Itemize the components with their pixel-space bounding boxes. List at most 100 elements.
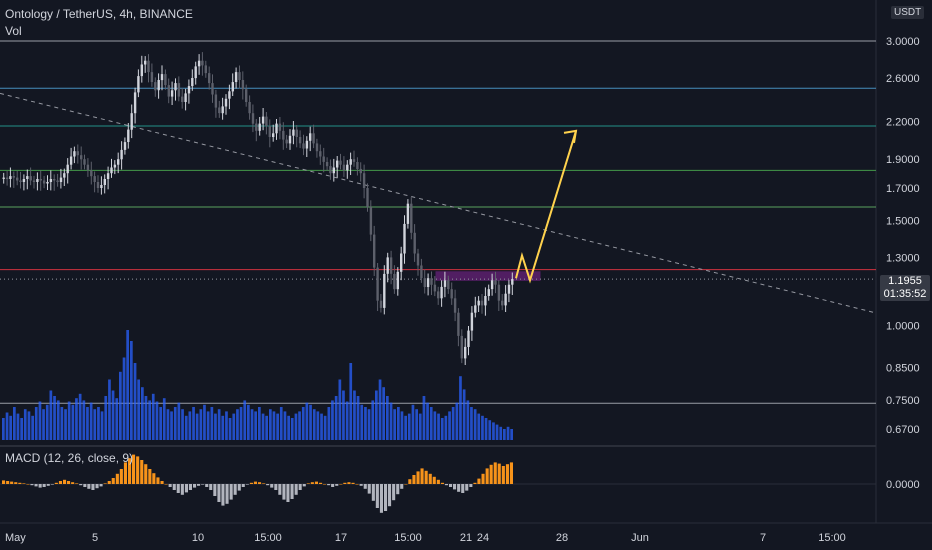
macd-histogram-bar [201, 484, 205, 485]
macd-histogram-bar [310, 482, 314, 484]
candle-body [494, 280, 497, 285]
candle-body [5, 177, 9, 180]
macd-histogram-bar [50, 484, 54, 485]
macd-histogram-bar [83, 484, 87, 487]
candle-body [302, 143, 305, 149]
macd-histogram-bar [107, 481, 111, 484]
candle-body [2, 177, 5, 179]
candle-body [177, 83, 181, 97]
volume-bar [378, 379, 382, 440]
macd-histogram-bar [420, 468, 424, 484]
macd-histogram-bar [302, 484, 306, 487]
macd-histogram-bar [123, 462, 127, 484]
candle-body [248, 102, 251, 114]
candle-body [447, 280, 450, 290]
time-tick-label: May [5, 532, 26, 544]
candle-body [221, 106, 224, 114]
candle-body [39, 179, 42, 181]
volume-bar [20, 418, 23, 440]
macd-histogram-bar [440, 482, 444, 484]
volume-bar [477, 413, 481, 440]
candle-body [218, 107, 221, 114]
volume-bar [60, 407, 64, 440]
candle-body [295, 129, 298, 137]
candle-body [80, 155, 83, 160]
candle-body [12, 176, 15, 178]
volume-bar [130, 341, 133, 440]
volume-bar [397, 407, 400, 440]
candle-body [275, 123, 278, 134]
volume-bar [269, 409, 272, 440]
macd-histogram-bar [34, 484, 38, 487]
macd-histogram-bar [436, 479, 440, 484]
candle-body [123, 142, 127, 150]
volume-bar [506, 426, 510, 440]
candle-body [86, 164, 90, 171]
candle-body [497, 284, 501, 301]
macd-histogram-bar [375, 484, 379, 508]
volume-bar [287, 415, 290, 440]
macd-histogram-bar [327, 484, 331, 486]
volume-bar [265, 415, 268, 440]
projection-arrowhead [563, 129, 578, 144]
candle-body [251, 113, 255, 124]
candle-body [278, 123, 282, 131]
volume-bar [13, 407, 16, 440]
volume-bar [162, 398, 166, 440]
volume-bar [45, 404, 49, 440]
macd-histogram-bar [392, 484, 396, 501]
volume-bar [338, 379, 342, 440]
volume-bar [2, 418, 5, 440]
candle-body [16, 177, 19, 181]
candle-body [164, 74, 167, 86]
chart-title: Ontology / TetherUS, 4h, BINANCE [5, 7, 193, 21]
volume-bar [49, 390, 53, 440]
time-tick-label: 7 [760, 532, 766, 544]
macd-histogram-bar [404, 484, 408, 485]
candle-body [120, 149, 123, 160]
macd-histogram-bar [408, 479, 412, 484]
volume-bar [305, 402, 309, 440]
candle-body [440, 286, 443, 299]
candle-body [238, 72, 241, 80]
time-tick-label: 17 [335, 532, 347, 544]
price-tick-label: 1.7000 [886, 183, 920, 195]
candle-body [369, 207, 373, 235]
candle-body [362, 173, 366, 188]
candle-body [211, 83, 214, 95]
volume-bar [31, 415, 34, 440]
volume-bar [247, 404, 250, 440]
price-tick-label: 0.7500 [886, 395, 920, 407]
macd-histogram-bar [99, 484, 103, 487]
macd-histogram-bar [371, 484, 375, 501]
macd-histogram-bar [351, 482, 355, 484]
candle-body [261, 116, 265, 124]
volume-bar [108, 379, 111, 440]
macd-histogram-bar [323, 484, 327, 485]
candle-body [312, 133, 315, 144]
volume-bar [440, 418, 444, 440]
volume-bar [173, 407, 177, 440]
macd-histogram-bar [262, 483, 266, 484]
macd-histogram-bar [501, 466, 505, 484]
currency-unit-badge[interactable]: USDT [891, 6, 925, 19]
candle-body [453, 298, 457, 313]
candle-body [305, 140, 309, 149]
macd-histogram-bar [331, 484, 335, 487]
macd-histogram-bar [286, 484, 290, 502]
macd-histogram-bar [221, 484, 225, 506]
volume-bar [78, 393, 82, 440]
volume-bar [137, 379, 140, 440]
volume-bar [323, 415, 327, 440]
price-tick-label: 1.3000 [886, 252, 920, 264]
macd-histogram-bar [71, 482, 75, 484]
volume-bar [42, 409, 45, 440]
price-tick-label: 1.5000 [886, 215, 920, 227]
price-tick-label: 1.0000 [886, 320, 920, 332]
volume-bar [342, 390, 345, 440]
candle-body [433, 284, 437, 292]
macd-histogram-bar [343, 482, 347, 484]
volume-bar [225, 411, 228, 440]
candle-body [144, 60, 147, 65]
